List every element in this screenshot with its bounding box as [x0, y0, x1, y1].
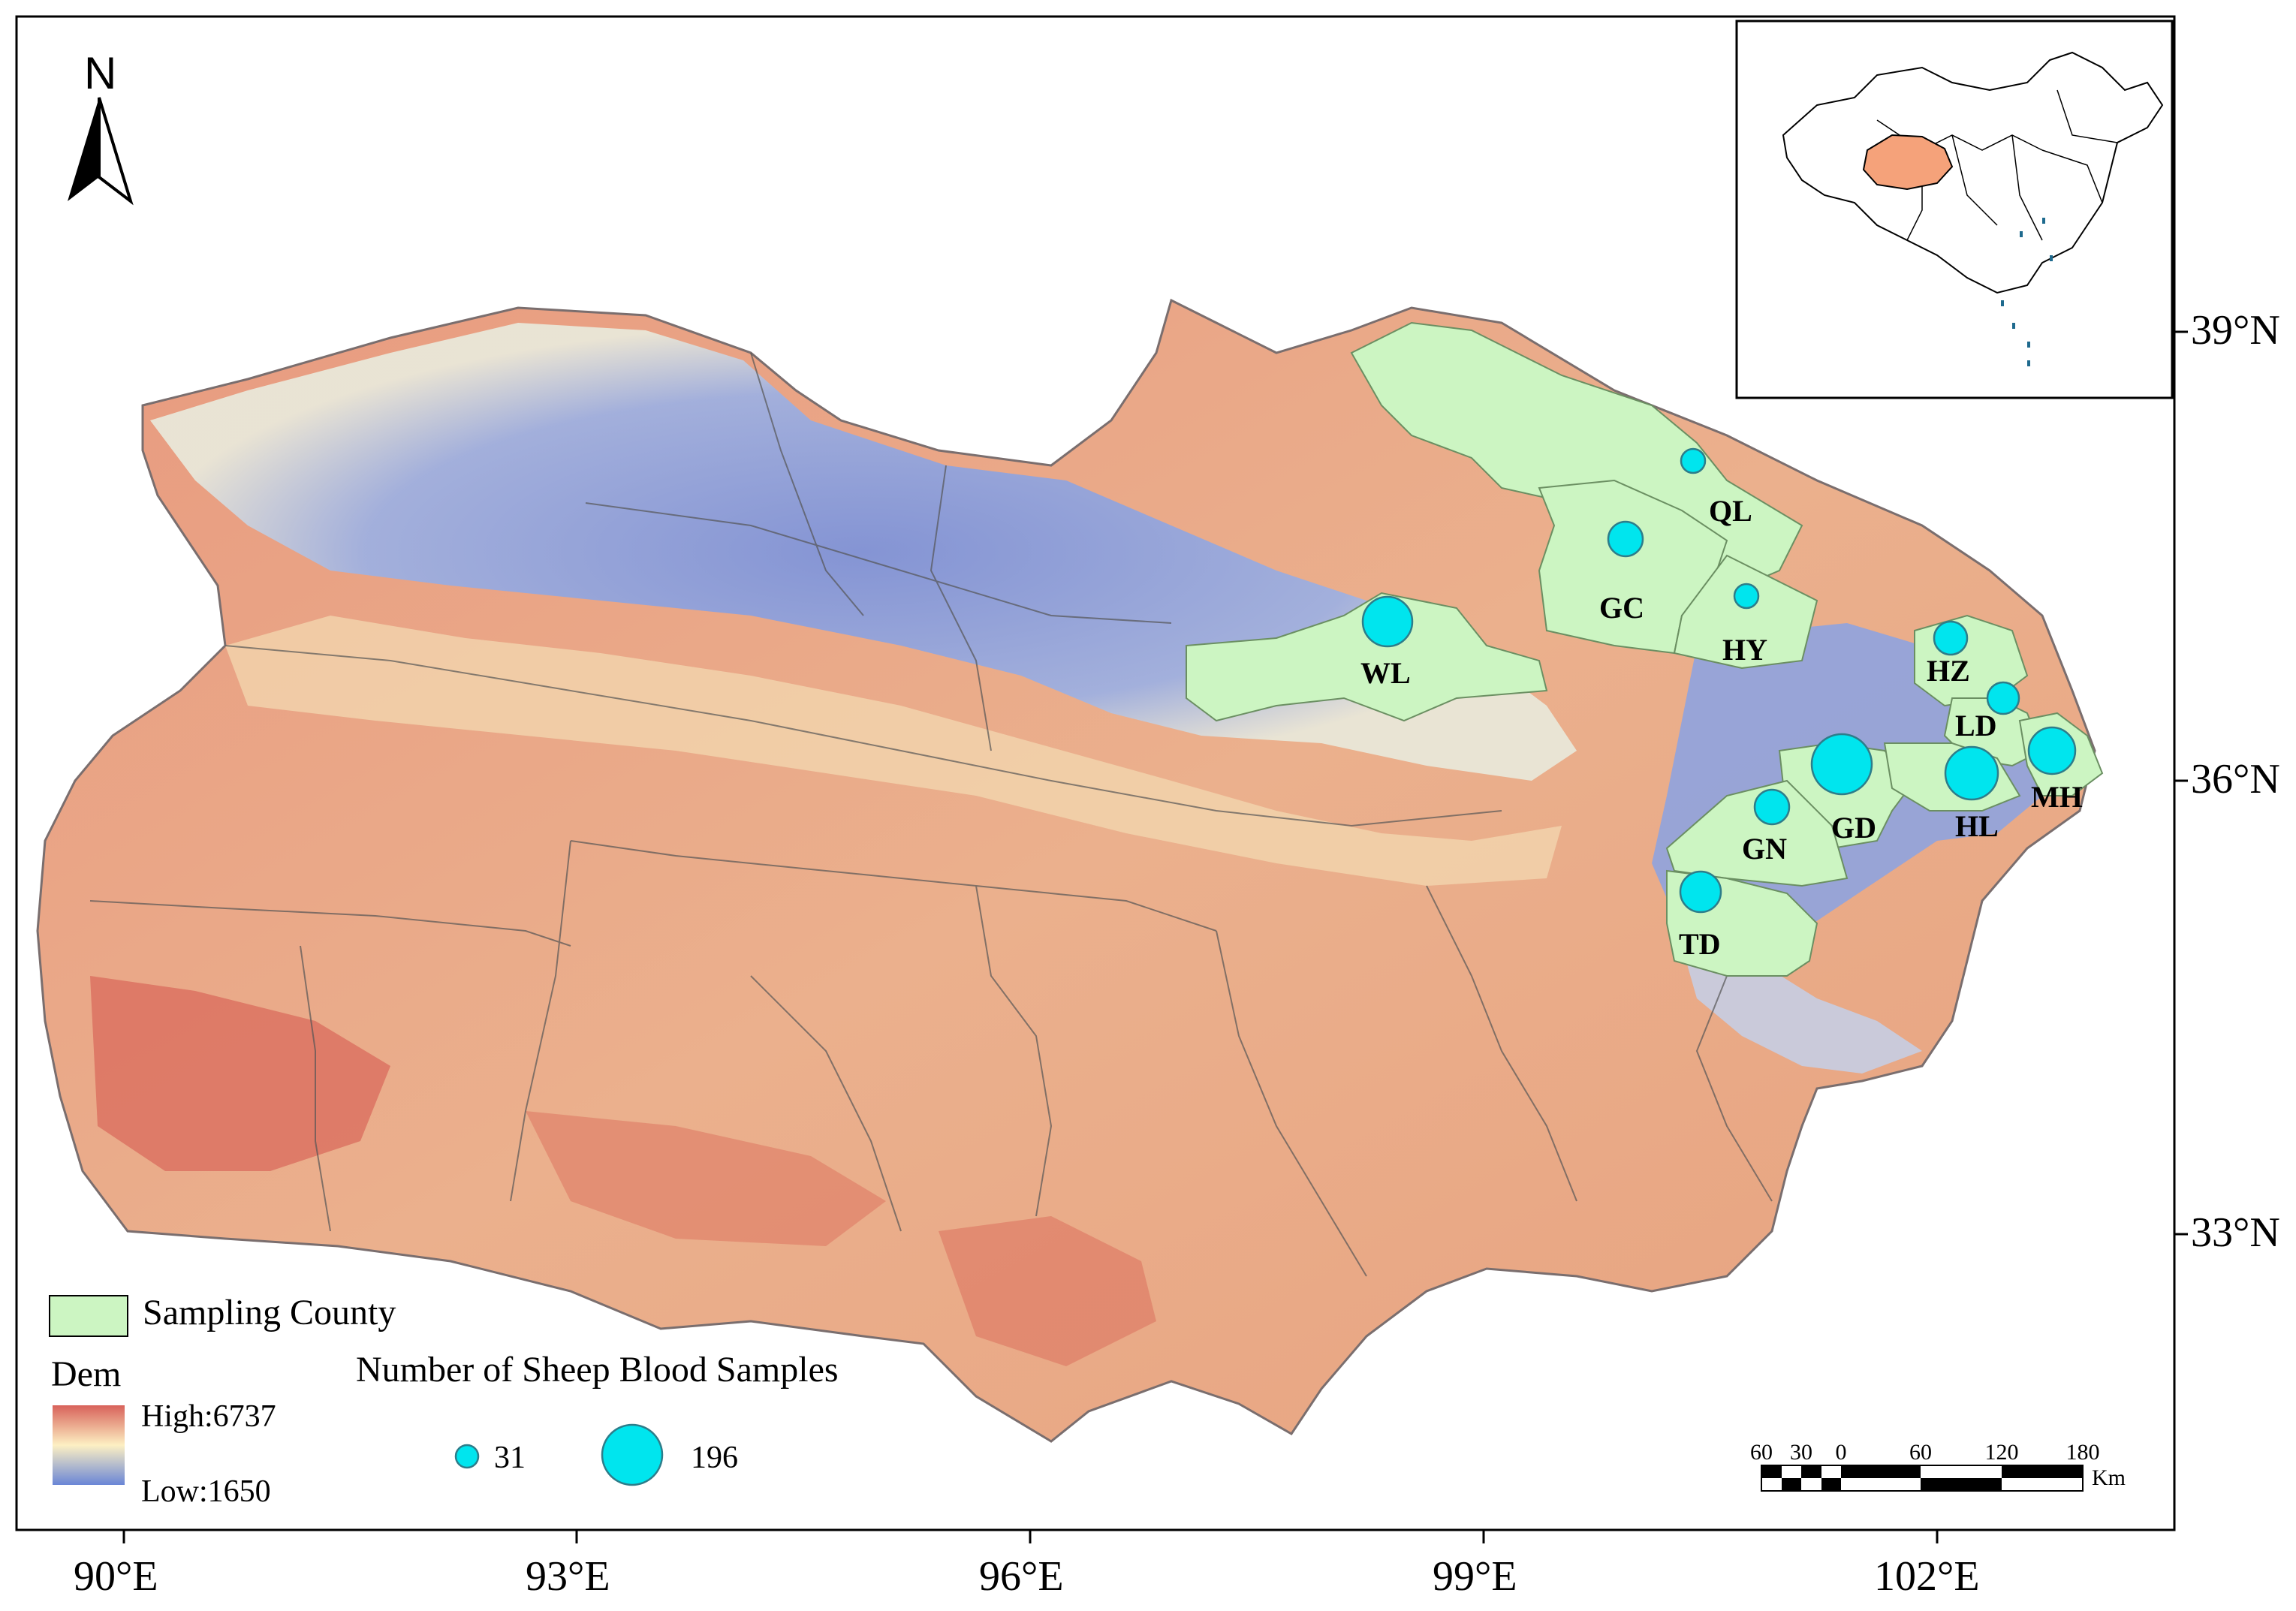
sample-circle-hy: [1733, 583, 1760, 610]
county-hy: [1673, 554, 1818, 670]
sample-circle-wl: [1361, 595, 1414, 648]
x-tick-99e: 99°E: [1433, 1553, 1517, 1600]
sampling-county-polygons: [1186, 321, 2104, 977]
scale-tick-0: 0: [1836, 1440, 1847, 1465]
label-ld: LD: [1955, 709, 1997, 742]
sample-circle-gd: [1810, 733, 1873, 796]
county-wl: [1186, 592, 1548, 722]
sample-circle-ql: [1680, 447, 1707, 474]
axis-ticks: [122, 330, 2188, 1543]
legend-size-max: 196: [691, 1441, 738, 1475]
x-tick-96e: 96°E: [979, 1553, 1064, 1600]
label-mh: MH: [2031, 780, 2083, 814]
scale-bar: 60 30 0 60 120 180 Km: [1750, 1440, 2126, 1492]
label-ql: QL: [1709, 494, 1752, 528]
label-gd: GD: [1831, 811, 1876, 845]
north-arrow-label: N: [84, 48, 116, 98]
legend-sample-size: Number of Sheep Blood Samples 31 196: [356, 1350, 839, 1486]
x-tick-90e: 90°E: [74, 1553, 158, 1600]
legend-dem: Dem High:6737 Low:1650: [51, 1354, 276, 1509]
y-tick-36n: 36°N: [2191, 756, 2280, 802]
sample-circle-ld: [1986, 681, 2020, 715]
y-tick-33n: 33°N: [2191, 1209, 2280, 1256]
legend-circle-small: [454, 1444, 480, 1469]
china-outline: [1782, 51, 2164, 294]
sample-circle-mh: [2027, 726, 2077, 775]
legend-sampling-county: Sampling County: [49, 1293, 396, 1337]
sample-circle-td: [1679, 870, 1722, 914]
label-hl: HL: [1955, 809, 1999, 843]
label-gc: GC: [1599, 591, 1644, 625]
label-hz: HZ: [1927, 654, 1970, 688]
y-tick-39n: 39°N: [2191, 307, 2280, 354]
scale-tick-180: 180: [2066, 1440, 2100, 1465]
legend-dem-title: Dem: [51, 1354, 121, 1394]
china-inset-map: [1735, 20, 2174, 399]
label-wl: WL: [1360, 656, 1411, 690]
sample-circles: [1361, 447, 2077, 914]
x-tick-93e: 93°E: [526, 1553, 610, 1600]
sample-circle-hz: [1933, 620, 1969, 656]
scale-unit: Km: [2092, 1465, 2126, 1490]
legend-samples-title: Number of Sheep Blood Samples: [356, 1350, 839, 1390]
north-arrow: N: [68, 48, 134, 206]
county-boundaries: [89, 352, 1773, 1277]
sample-circle-hl: [1944, 745, 1999, 801]
legend-sampling-county-label: Sampling County: [143, 1293, 396, 1332]
scale-tick-120: 120: [1985, 1440, 2019, 1465]
scale-tick-60-left: 60: [1750, 1440, 1773, 1465]
legend-size-min: 31: [494, 1441, 526, 1475]
legend-dem-low: Low:1650: [141, 1474, 271, 1509]
label-td: TD: [1679, 927, 1721, 961]
scale-tick-30: 30: [1790, 1440, 1812, 1465]
qinghai-highlight: [1862, 134, 1954, 191]
legend-dem-high: High:6737: [141, 1399, 276, 1434]
scale-tick-60: 60: [1909, 1440, 1932, 1465]
dem-color-ramp: [53, 1405, 125, 1485]
legend-circle-large: [601, 1423, 664, 1486]
county-labels: QL GC HY WL HZ LD MH GD HL GN TD: [1360, 494, 2083, 961]
sample-circle-gn: [1753, 788, 1791, 826]
x-tick-102e: 102°E: [1874, 1553, 1980, 1600]
label-gn: GN: [1742, 832, 1787, 866]
label-hy: HY: [1722, 633, 1767, 667]
sample-circle-gc: [1607, 520, 1644, 558]
